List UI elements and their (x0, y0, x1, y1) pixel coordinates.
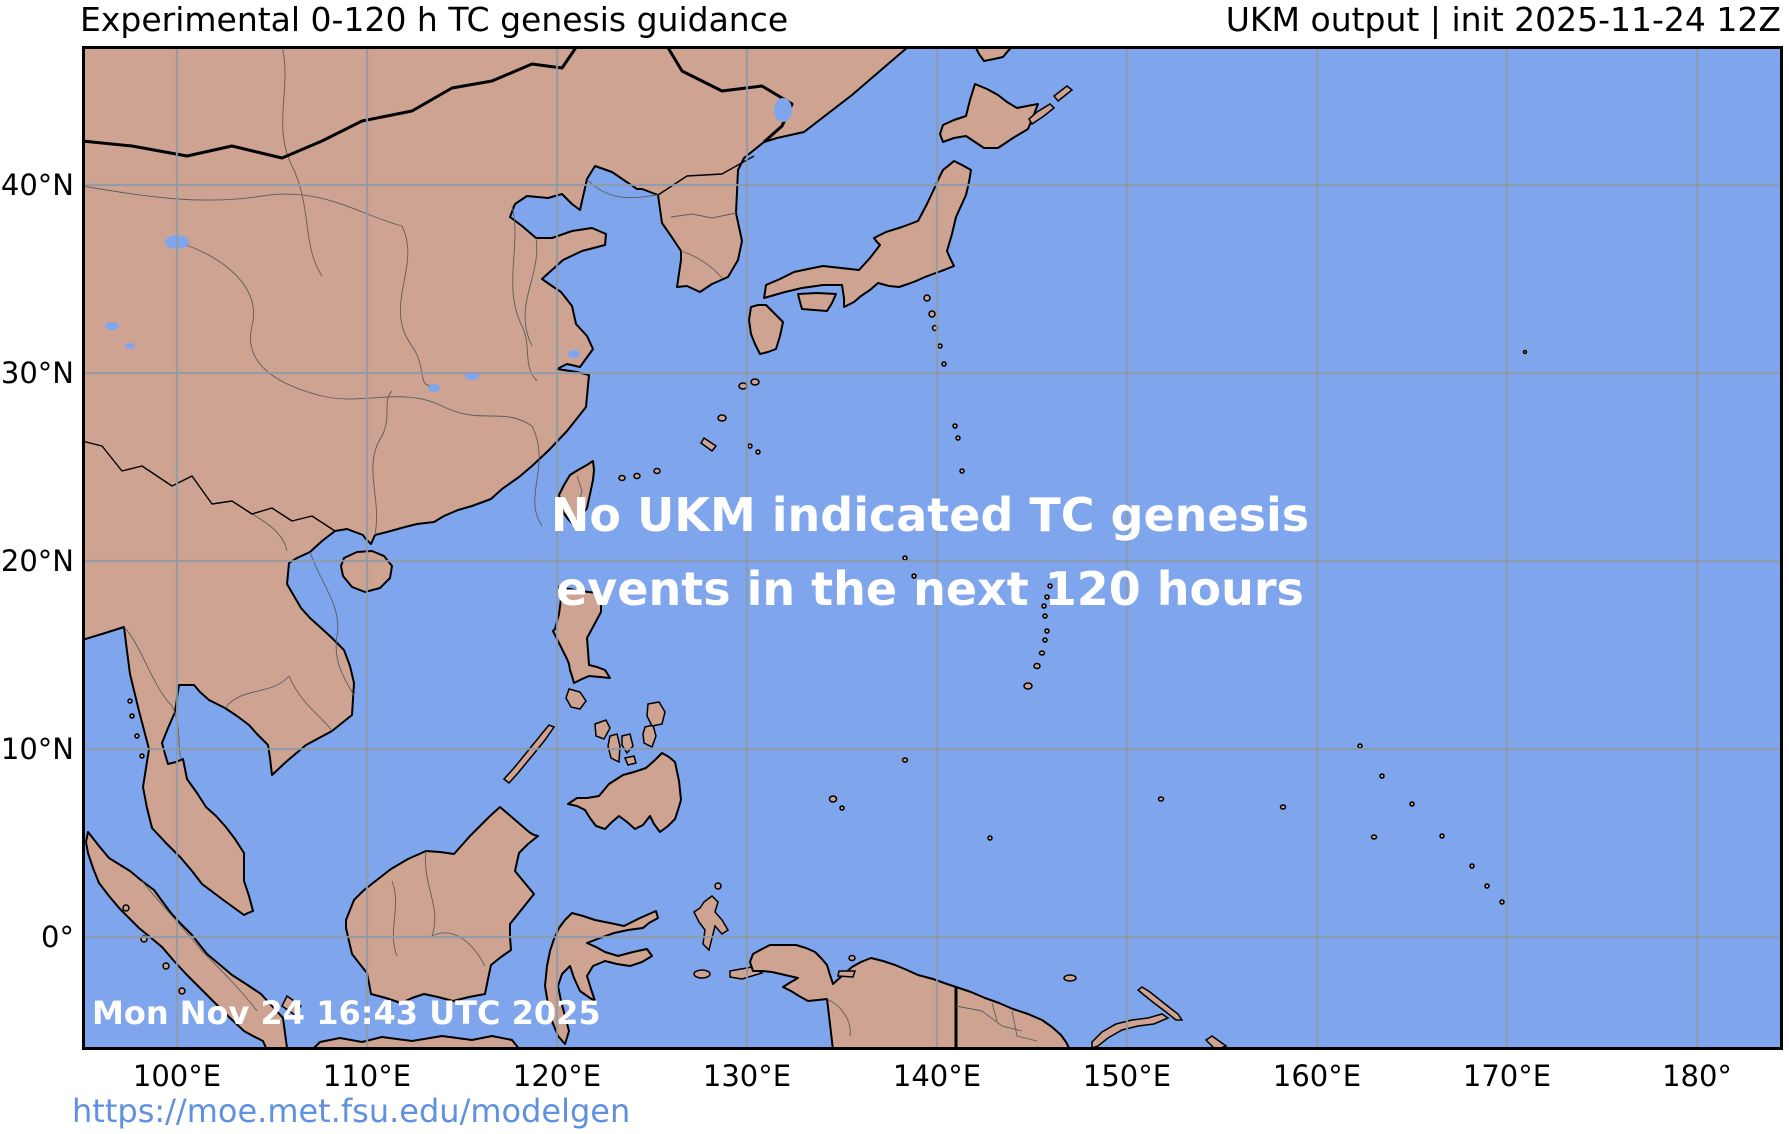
lon-tick-110e: 110°E (322, 1059, 412, 1093)
lon-tick-100e: 100°E (132, 1059, 222, 1093)
map-timestamp: Mon Nov 24 16:43 UTC 2025 (92, 994, 601, 1032)
landmass-indonesia (85, 806, 764, 1050)
lat-tick-40n: 40°N (0, 168, 74, 202)
lon-tick-140e: 140°E (892, 1059, 982, 1093)
landmass-new-guinea (749, 944, 1228, 1050)
lat-tick-10n: 10°N (0, 732, 74, 766)
model-init-label: UKM output | init 2025-11-24 12Z (1225, 0, 1781, 39)
map-border (82, 46, 1783, 1050)
no-genesis-message-line1: No UKM indicated TC genesis (550, 488, 1310, 542)
map-svg (82, 46, 1783, 1050)
lon-tick-170e: 170°E (1462, 1059, 1552, 1093)
no-genesis-message-line2: events in the next 120 hours (556, 562, 1304, 616)
landmass-philippines (502, 586, 682, 833)
no-genesis-message: No UKM indicated TC genesis events in th… (551, 478, 1309, 626)
landmass-japan (618, 46, 1074, 482)
lon-tick-160e: 160°E (1272, 1059, 1362, 1093)
lon-tick-180: 180° (1662, 1059, 1732, 1093)
gridlines (82, 46, 1783, 1050)
lat-tick-0: 0° (41, 920, 74, 954)
pacific-islands (127, 349, 1528, 905)
source-url-link[interactable]: https://moe.met.fsu.edu/modelgen (72, 1092, 631, 1130)
lat-tick-30n: 30°N (0, 356, 74, 390)
page-title: Experimental 0-120 h TC genesis guidance (80, 0, 789, 39)
lon-tick-130e: 130°E (702, 1059, 792, 1093)
map-frame (82, 46, 1783, 1050)
lon-tick-120e: 120°E (512, 1059, 602, 1093)
lat-tick-20n: 20°N (0, 544, 74, 578)
lon-tick-150e: 150°E (1082, 1059, 1172, 1093)
